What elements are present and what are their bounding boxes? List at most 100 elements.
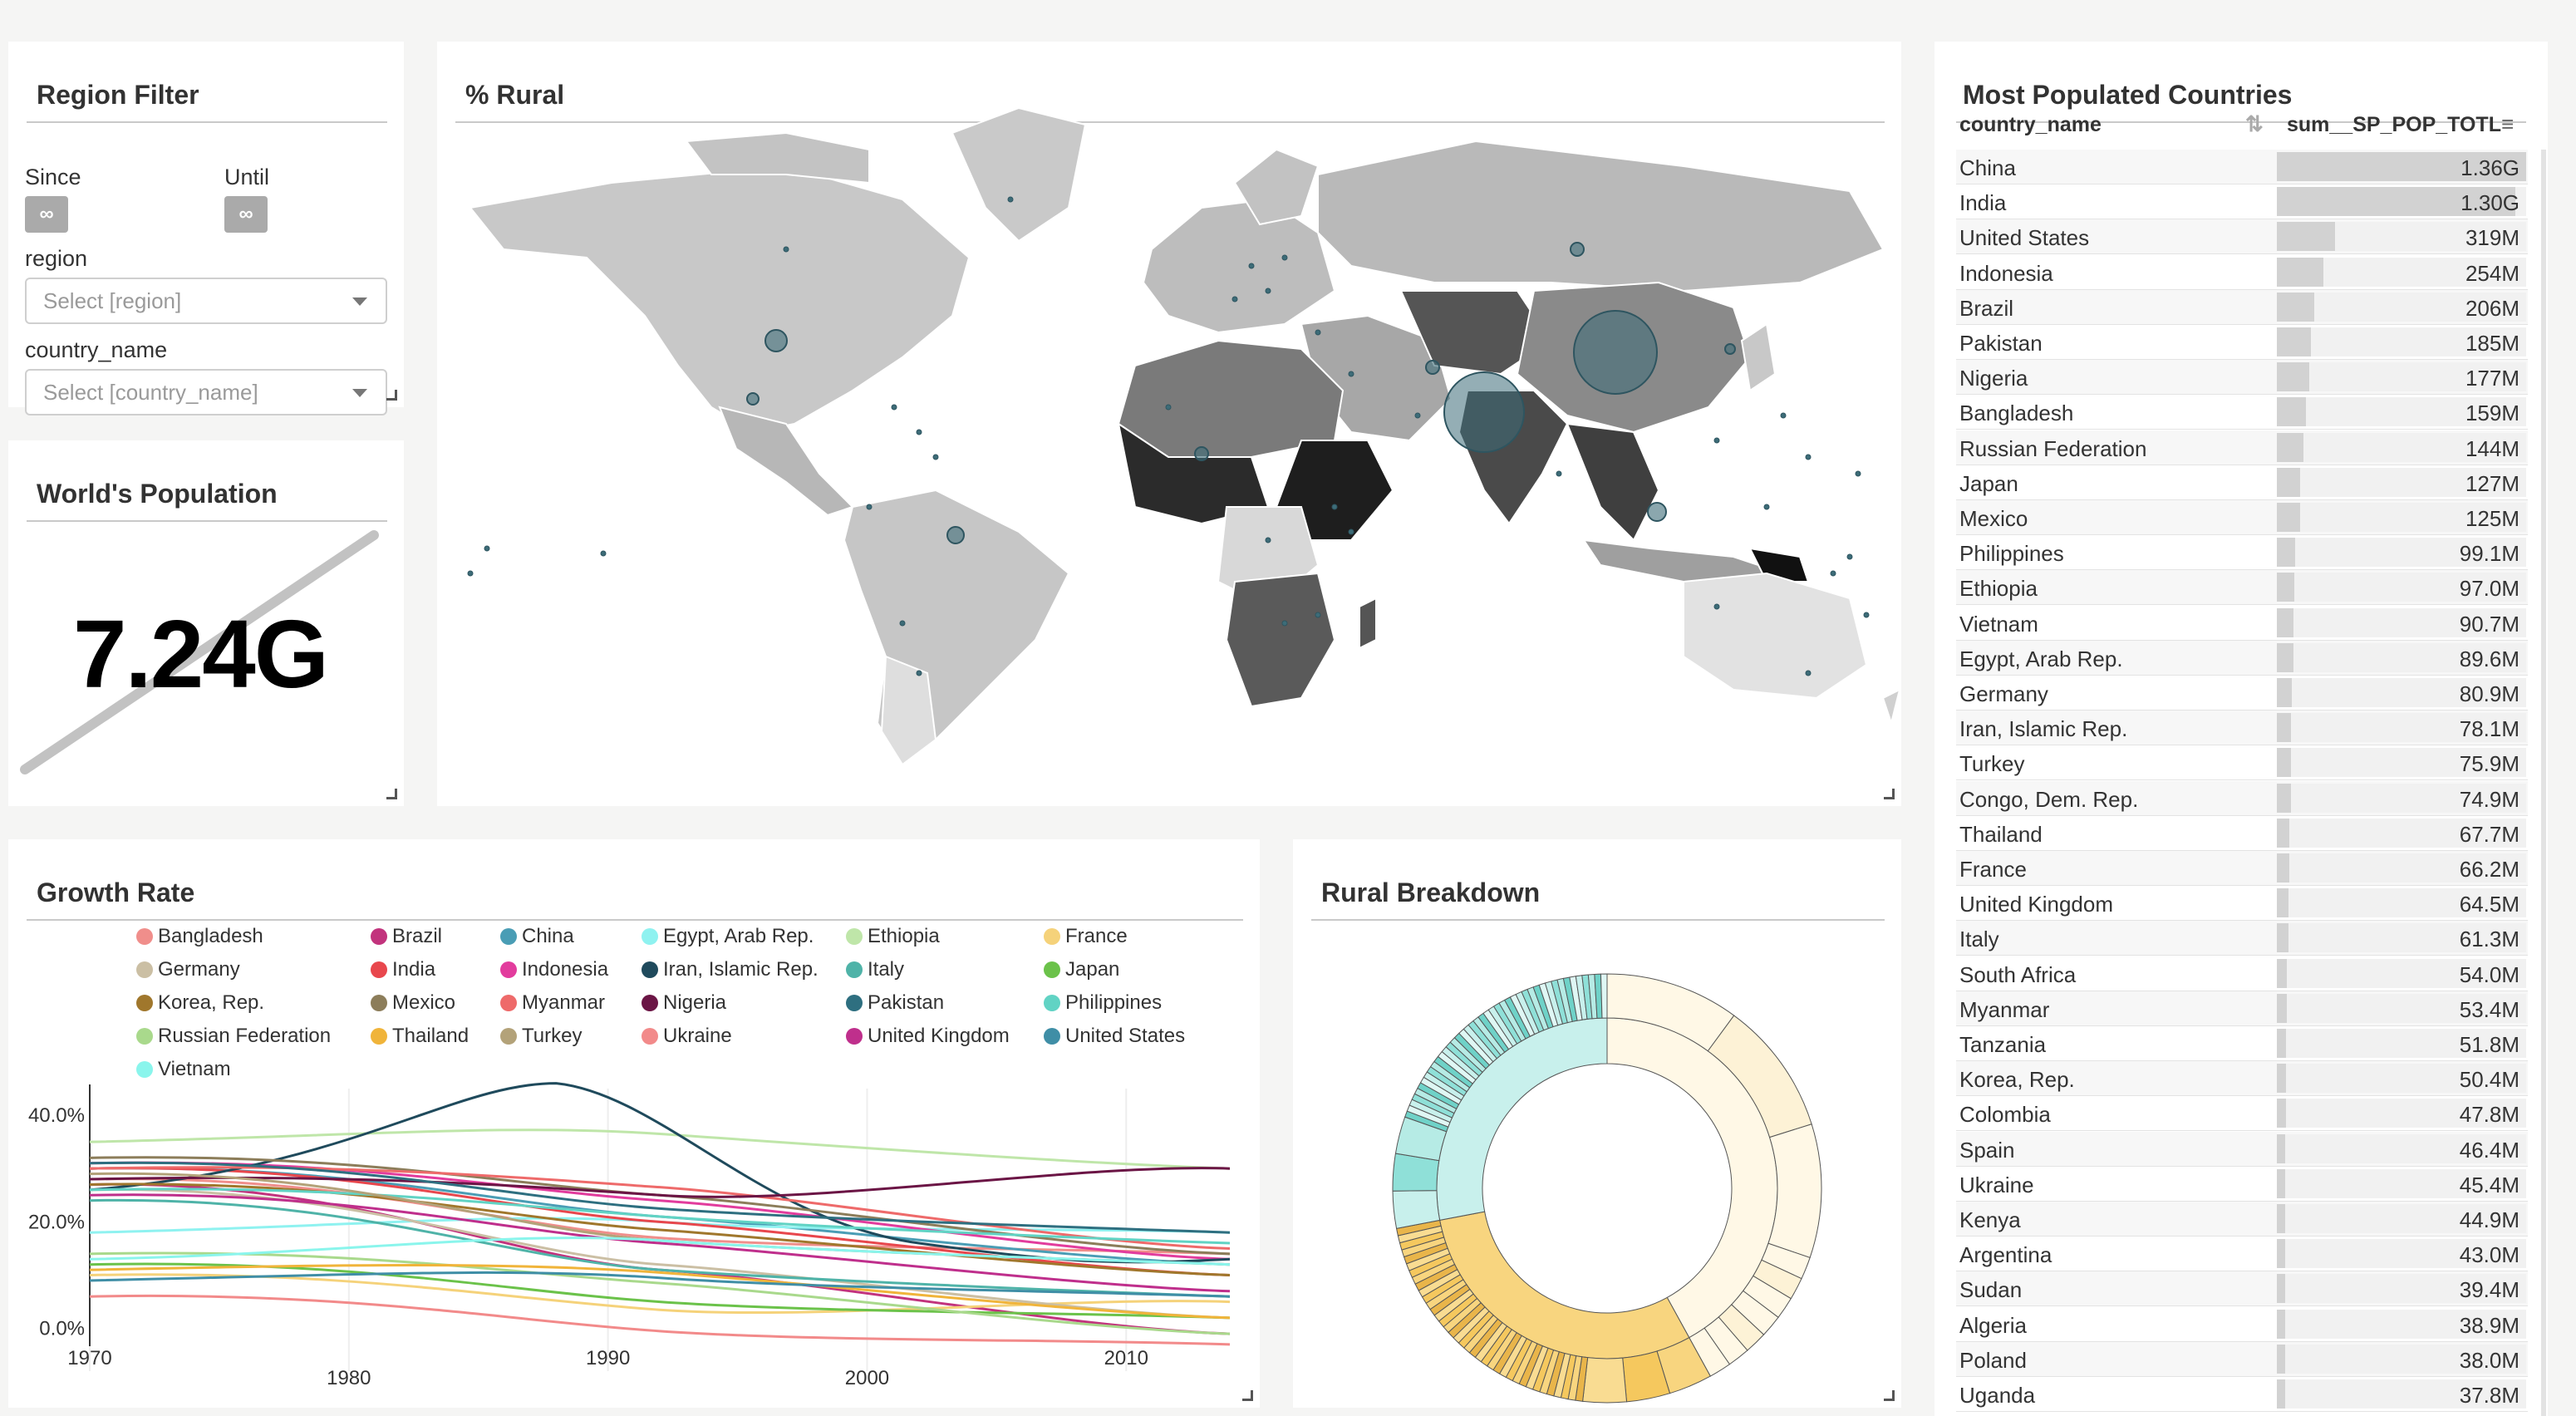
scrollbar[interactable]	[2541, 150, 2546, 1416]
table-row[interactable]: United Kingdom 64.5M	[1956, 886, 2528, 922]
legend-swatch	[136, 995, 153, 1011]
table-row[interactable]: Iran, Islamic Rep. 78.1M	[1956, 710, 2528, 746]
legend-label: Turkey	[522, 1025, 583, 1047]
series-line	[89, 1178, 1231, 1256]
table-row[interactable]: Bangladesh 159M	[1956, 395, 2528, 430]
column-header-value[interactable]: sum__SP_POP_TOTL	[2287, 113, 2501, 136]
table-row[interactable]: Algeria 38.9M	[1956, 1307, 2528, 1342]
value-bar	[2277, 1379, 2285, 1409]
resize-handle[interactable]	[386, 789, 397, 799]
legend-item[interactable]: Myanmar	[500, 991, 605, 1015]
table-row[interactable]: Turkey 75.9M	[1956, 745, 2528, 781]
legend-item[interactable]: Ukraine	[642, 1025, 732, 1048]
table-row[interactable]: Tanzania 51.8M	[1956, 1026, 2528, 1061]
table-row[interactable]: Ukraine 45.4M	[1956, 1167, 2528, 1202]
growth-line-chart[interactable]: 1970 1980 1990 2000 2010 40.0% 20.0% 0.0%	[8, 839, 1260, 1408]
legend-item[interactable]: Italy	[846, 958, 904, 981]
country-name-cell: Algeria	[1959, 1312, 2027, 1338]
region-select[interactable]: Select [region]	[25, 278, 387, 324]
sunburst-chart[interactable]	[1293, 839, 1901, 1408]
table-row[interactable]: Nigeria 177M	[1956, 360, 2528, 396]
table-row[interactable]: Japan 127M	[1956, 465, 2528, 500]
table-row[interactable]: China 1.36G	[1956, 150, 2528, 184]
table-row[interactable]: Argentina 43.0M	[1956, 1237, 2528, 1272]
sort-desc-icon[interactable]: ≡	[2501, 111, 2515, 136]
resize-handle[interactable]	[386, 390, 397, 401]
legend-item[interactable]: United States	[1044, 1025, 1185, 1048]
until-button[interactable]: ∞	[224, 196, 268, 233]
legend-item[interactable]: Thailand	[371, 1025, 469, 1048]
legend-item[interactable]: Brazil	[371, 925, 442, 948]
legend-item[interactable]: Russian Federation	[136, 1025, 331, 1048]
value-bar-track	[2277, 923, 2526, 953]
table-row[interactable]: France 66.2M	[1956, 851, 2528, 886]
legend-item[interactable]: Bangladesh	[136, 925, 263, 948]
legend-item[interactable]: United Kingdom	[846, 1025, 1010, 1048]
table-row[interactable]: Spain 46.4M	[1956, 1131, 2528, 1167]
legend-item[interactable]: Ethiopia	[846, 925, 940, 948]
series-line	[89, 1193, 1231, 1293]
legend-item[interactable]: Indonesia	[500, 958, 608, 981]
legend-item[interactable]: Pakistan	[846, 991, 944, 1015]
legend-item[interactable]: India	[371, 958, 435, 981]
legend-item[interactable]: Korea, Rep.	[136, 991, 264, 1015]
population-value-cell: 50.4M	[2459, 1067, 2519, 1093]
legend-item[interactable]: Nigeria	[642, 991, 726, 1015]
table-row[interactable]: Sudan 39.4M	[1956, 1271, 2528, 1307]
legend-swatch	[1044, 1028, 1060, 1045]
table-row[interactable]: India 1.30G	[1956, 184, 2528, 220]
population-value-cell: 67.7M	[2459, 821, 2519, 847]
value-bar	[2277, 818, 2289, 848]
table-row[interactable]: Indonesia 254M	[1956, 255, 2528, 290]
legend-item[interactable]: Japan	[1044, 958, 1119, 981]
column-header-country[interactable]: country_name	[1959, 113, 2102, 136]
table-row[interactable]: Kenya 44.9M	[1956, 1202, 2528, 1237]
legend-swatch	[136, 961, 153, 978]
country-select[interactable]: Select [country_name]	[25, 369, 387, 415]
table-row[interactable]: Colombia 47.8M	[1956, 1096, 2528, 1132]
legend-item[interactable]: Germany	[136, 958, 240, 981]
world-map[interactable]	[437, 42, 1901, 806]
legend-item[interactable]: Vietnam	[136, 1058, 231, 1081]
legend-item[interactable]: Turkey	[500, 1025, 582, 1048]
table-row[interactable]: Congo, Dem. Rep. 74.9M	[1956, 780, 2528, 816]
legend-item[interactable]: China	[500, 925, 574, 948]
value-bar-track	[2277, 678, 2526, 707]
table-row[interactable]: Philippines 99.1M	[1956, 535, 2528, 571]
table-row[interactable]: Uganda 37.8M	[1956, 1377, 2528, 1412]
legend-item[interactable]: Iran, Islamic Rep.	[642, 958, 819, 981]
rural-map-title: % Rural	[465, 80, 565, 110]
table-row[interactable]: Russian Federation 144M	[1956, 430, 2528, 465]
table-row[interactable]: United States 319M	[1956, 219, 2528, 255]
table-row[interactable]: Vietnam 90.7M	[1956, 606, 2528, 641]
table-row[interactable]: Myanmar 53.4M	[1956, 991, 2528, 1026]
table-row[interactable]: Brazil 206M	[1956, 289, 2528, 325]
table-row[interactable]: Italy 61.3M	[1956, 921, 2528, 956]
legend-item[interactable]: Mexico	[371, 991, 455, 1015]
table-row[interactable]: Ethiopia 97.0M	[1956, 570, 2528, 606]
table-row[interactable]: Egypt, Arab Rep. 89.6M	[1956, 640, 2528, 676]
table-row[interactable]: Pakistan 185M	[1956, 325, 2528, 360]
table-row[interactable]: Germany 80.9M	[1956, 676, 2528, 710]
resize-handle[interactable]	[1884, 1390, 1895, 1401]
country-name-cell: Egypt, Arab Rep.	[1959, 646, 2123, 671]
country-name-cell: United States	[1959, 225, 2090, 251]
rural-breakdown-panel: Rural Breakdown	[1293, 839, 1901, 1408]
table-row[interactable]: South Africa 54.0M	[1956, 956, 2528, 991]
table-row[interactable]: Thailand 67.7M	[1956, 816, 2528, 851]
legend-label: United States	[1065, 1025, 1186, 1047]
legend-item[interactable]: France	[1044, 925, 1128, 948]
table-row[interactable]: Mexico 125M	[1956, 500, 2528, 535]
divider	[27, 520, 387, 522]
resize-handle[interactable]	[1242, 1390, 1253, 1401]
table-row[interactable]: Poland 38.0M	[1956, 1341, 2528, 1377]
since-button[interactable]: ∞	[25, 196, 68, 233]
table-row[interactable]: Korea, Rep. 50.4M	[1956, 1061, 2528, 1097]
legend-item[interactable]: Egypt, Arab Rep.	[642, 925, 814, 948]
country-name-cell: Nigeria	[1959, 366, 2028, 391]
resize-handle[interactable]	[1884, 789, 1895, 799]
country-name-cell: Philippines	[1959, 541, 2064, 567]
map-bubble-china	[1573, 310, 1658, 395]
legend-item[interactable]: Philippines	[1044, 991, 1162, 1015]
sort-icon[interactable]: ⇅	[2245, 111, 2264, 136]
